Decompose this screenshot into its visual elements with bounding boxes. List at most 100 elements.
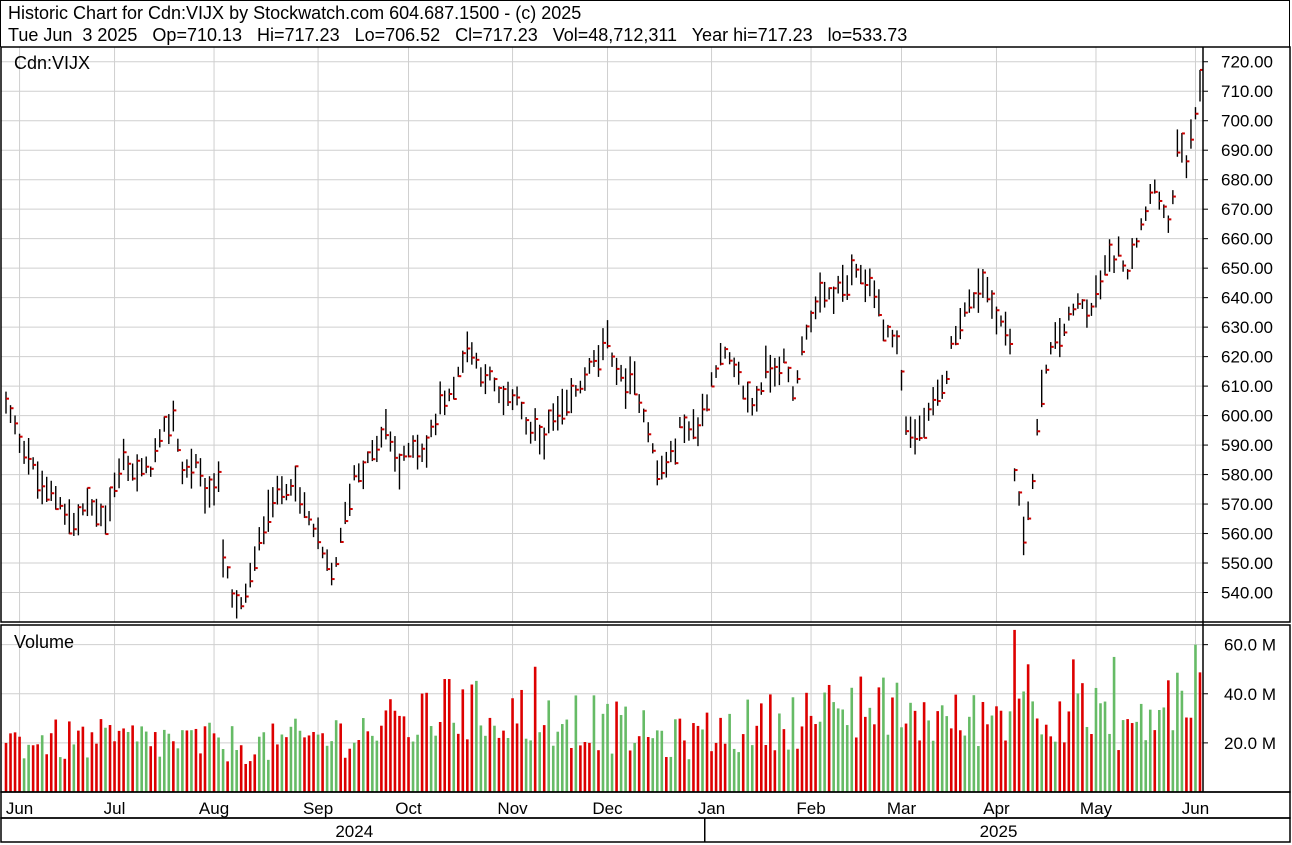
chart-header: Historic Chart for Cdn:VIJX by Stockwatc… [0, 0, 1290, 47]
volume-bar [769, 694, 772, 792]
month-tick-label: Oct [395, 799, 422, 818]
volume-bar [212, 733, 216, 792]
volume-bar [615, 701, 618, 792]
volume-bar [366, 731, 370, 792]
volume-bar [542, 725, 546, 792]
price-tick-label: 540.00 [1221, 584, 1273, 603]
volume-bar [1139, 703, 1143, 792]
volume-bar [63, 758, 67, 792]
volume-bar [271, 723, 275, 792]
volume-bar [447, 679, 451, 792]
volume-bar [45, 754, 49, 792]
volume-bar [588, 742, 591, 792]
volume-bar [579, 745, 582, 792]
volume-bar [773, 750, 777, 792]
volume-bar [144, 731, 148, 792]
volume-bar [307, 735, 311, 792]
volume-bar [1194, 644, 1197, 792]
volume-bar [1126, 719, 1129, 792]
volume-bar [267, 759, 270, 792]
volume-bar [190, 730, 193, 792]
price-tick-label: 590.00 [1221, 436, 1273, 455]
volume-bar [81, 726, 85, 792]
volume-bar [1008, 711, 1012, 792]
volume-tick-label: 20.0 M [1224, 734, 1276, 753]
volume-bar [633, 742, 636, 792]
volume-bar [285, 737, 288, 792]
volume-bar [701, 729, 704, 792]
volume-bar [999, 710, 1003, 792]
price-tick-label: 720.00 [1221, 53, 1273, 72]
volume-bar [619, 715, 623, 792]
volume-bar [438, 721, 442, 792]
volume-bar [705, 712, 709, 792]
volume-bar [1144, 740, 1148, 792]
volume-bar [371, 735, 374, 792]
volume-bar [1162, 707, 1166, 792]
volume-bar [1117, 750, 1120, 792]
volume-bar [194, 728, 198, 792]
volume-bar [248, 761, 252, 792]
volume-bar [149, 746, 153, 792]
volume-bar [203, 726, 207, 792]
month-tick-label: Apr [983, 799, 1010, 818]
month-tick-label: Jun [1182, 799, 1209, 818]
volume-bar [68, 721, 71, 792]
volume-bar [900, 727, 903, 792]
price-bars [5, 68, 1203, 619]
volume-bar [560, 724, 564, 792]
volume-bar [90, 732, 94, 792]
price-tick-label: 700.00 [1221, 112, 1273, 131]
volume-bar [597, 750, 600, 792]
volume-bar [968, 716, 971, 792]
volume-bar [429, 726, 433, 792]
volume-bar [312, 731, 315, 792]
price-panel-frame [0, 46, 1291, 623]
volume-bar [1189, 717, 1193, 792]
volume-bar [845, 725, 849, 792]
volume-bar [176, 748, 180, 792]
volume-bar [13, 732, 17, 792]
volume-bar [927, 720, 930, 792]
volume-bar [755, 725, 759, 792]
volume-bar [389, 699, 392, 792]
volume-bar [316, 734, 320, 792]
volume-bar [140, 726, 143, 792]
volume-bar [1108, 733, 1111, 792]
volume-bar [334, 720, 338, 792]
volume-bar [787, 749, 790, 792]
volume-bar [86, 757, 89, 792]
volume-bar [750, 745, 754, 792]
volume-panel-title: Volume [14, 632, 74, 652]
volume-bar [1040, 734, 1044, 792]
volume-bar [954, 694, 958, 792]
volume-bar [850, 687, 854, 792]
volume-bar [800, 726, 804, 792]
volume-bar [674, 719, 677, 792]
volume-bar [732, 748, 736, 792]
volume-bar [737, 752, 740, 792]
volume-bar [583, 742, 587, 792]
volume-bar [456, 733, 460, 792]
volume-bar [461, 689, 465, 792]
volume-bar [1085, 726, 1089, 792]
volume-bar [940, 705, 944, 792]
month-tick-label: Jun [6, 799, 33, 818]
month-tick-label: Sep [303, 799, 333, 818]
volume-bar [1026, 664, 1030, 792]
volume-bar [909, 702, 912, 792]
volume-bar [524, 738, 528, 792]
volume-bar [361, 718, 365, 792]
volume-bar [235, 750, 238, 792]
price-tick-label: 600.00 [1221, 407, 1273, 426]
volume-bar [538, 732, 541, 792]
volume-bar [963, 735, 967, 792]
volume-bar [54, 719, 58, 792]
month-tick-label: Feb [796, 799, 825, 818]
volume-bar [289, 726, 293, 792]
volume-bar [22, 758, 26, 792]
volume-bar [407, 737, 410, 792]
volume-bar [393, 710, 397, 792]
volume-bar [796, 748, 799, 792]
volume-bar [1148, 709, 1152, 792]
